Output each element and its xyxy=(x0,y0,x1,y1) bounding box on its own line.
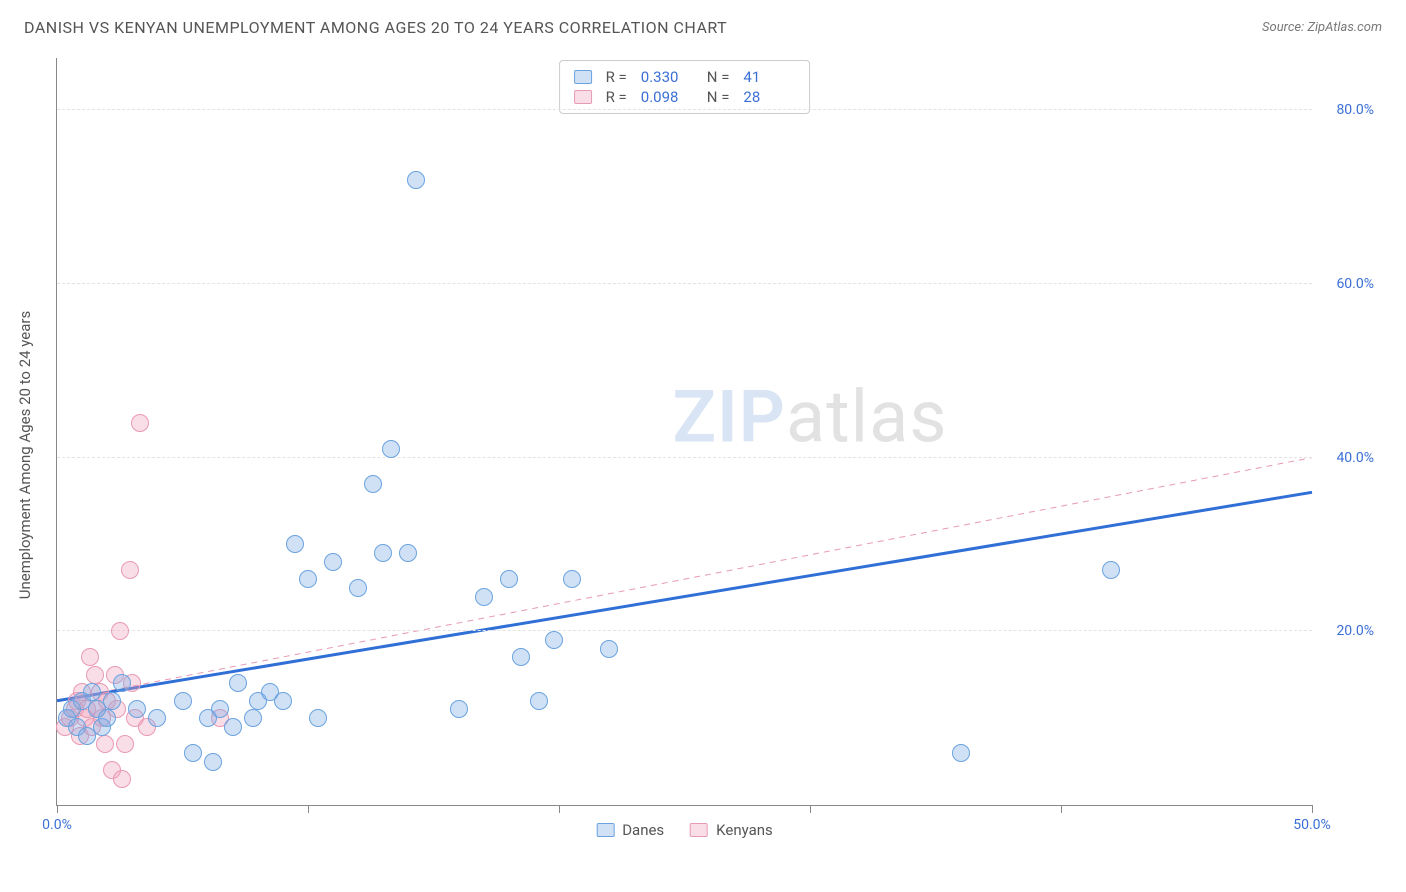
data-point-danes xyxy=(374,544,392,562)
legend-label-kenyans: Kenyans xyxy=(716,821,773,839)
stat-r-label: R = xyxy=(606,88,627,106)
data-point-danes xyxy=(364,475,382,493)
regression-svg xyxy=(57,58,1312,805)
x-tick-label: 50.0% xyxy=(1293,817,1331,833)
gridline-h xyxy=(57,630,1312,631)
data-point-danes xyxy=(299,570,317,588)
data-point-kenyans xyxy=(81,648,99,666)
data-point-danes xyxy=(500,570,518,588)
data-point-danes xyxy=(512,648,530,666)
data-point-danes xyxy=(399,544,417,562)
data-point-danes xyxy=(600,640,618,658)
data-point-danes xyxy=(184,744,202,762)
data-point-danes xyxy=(382,440,400,458)
data-point-danes xyxy=(148,709,166,727)
legend-item-danes: Danes xyxy=(596,821,664,839)
stat-r-danes: 0.330 xyxy=(641,68,693,86)
data-point-danes xyxy=(274,692,292,710)
data-point-kenyans xyxy=(116,735,134,753)
data-point-danes xyxy=(113,674,131,692)
data-point-danes xyxy=(475,588,493,606)
source-name: ZipAtlas.com xyxy=(1307,20,1382,35)
plot-area: ZIPatlas R = 0.330 N = 41 R = 0.098 N = … xyxy=(56,58,1312,806)
swatch-danes xyxy=(574,70,592,84)
swatch-kenyans xyxy=(574,90,592,104)
watermark-brand-b: atlas xyxy=(786,374,948,459)
y-tick-label: 20.0% xyxy=(1336,623,1374,639)
data-point-danes xyxy=(450,700,468,718)
data-point-danes xyxy=(407,171,425,189)
stat-n-label: N = xyxy=(707,68,730,86)
data-point-danes xyxy=(309,709,327,727)
page-title: DANISH VS KENYAN UNEMPLOYMENT AMONG AGES… xyxy=(24,18,727,37)
data-point-kenyans xyxy=(131,414,149,432)
data-point-danes xyxy=(224,718,242,736)
data-point-danes xyxy=(286,535,304,553)
x-tick xyxy=(308,805,309,813)
legend: Danes Kenyans xyxy=(596,821,773,839)
stats-row-kenyans: R = 0.098 N = 28 xyxy=(574,87,796,107)
data-point-danes xyxy=(229,674,247,692)
data-point-danes xyxy=(1102,561,1120,579)
data-point-danes xyxy=(98,709,116,727)
data-point-danes xyxy=(128,700,146,718)
x-tick xyxy=(559,805,560,813)
data-point-danes xyxy=(545,631,563,649)
gridline-h xyxy=(57,283,1312,284)
y-tick-label: 80.0% xyxy=(1336,102,1374,118)
regression-line-kenyans xyxy=(57,458,1312,701)
x-tick xyxy=(1061,805,1062,813)
data-point-danes xyxy=(244,709,262,727)
data-point-danes xyxy=(103,692,121,710)
gridline-h xyxy=(57,109,1312,110)
gridline-h xyxy=(57,457,1312,458)
stat-r-label: R = xyxy=(606,68,627,86)
x-tick xyxy=(810,805,811,813)
chart-container: Unemployment Among Ages 20 to 24 years Z… xyxy=(56,58,1382,852)
data-point-kenyans xyxy=(121,561,139,579)
x-tick-label: 0.0% xyxy=(42,817,72,833)
data-point-kenyans xyxy=(96,735,114,753)
x-tick xyxy=(1312,805,1313,813)
legend-label-danes: Danes xyxy=(622,821,664,839)
y-tick-label: 60.0% xyxy=(1336,276,1374,292)
source-label: Source: xyxy=(1262,20,1307,35)
y-axis-label-wrap: Unemployment Among Ages 20 to 24 years xyxy=(10,58,40,852)
data-point-danes xyxy=(530,692,548,710)
legend-swatch-danes xyxy=(596,823,614,837)
data-point-kenyans xyxy=(111,622,129,640)
stat-n-label: N = xyxy=(707,88,730,106)
data-point-danes xyxy=(174,692,192,710)
legend-swatch-kenyans xyxy=(690,823,708,837)
legend-item-kenyans: Kenyans xyxy=(690,821,773,839)
watermark: ZIPatlas xyxy=(672,374,947,459)
source-attribution: Source: ZipAtlas.com xyxy=(1262,20,1382,35)
data-point-danes xyxy=(349,579,367,597)
data-point-danes xyxy=(211,700,229,718)
data-point-danes xyxy=(204,753,222,771)
y-tick-label: 40.0% xyxy=(1336,450,1374,466)
watermark-brand-a: ZIP xyxy=(672,374,785,459)
data-point-kenyans xyxy=(113,770,131,788)
y-axis-label: Unemployment Among Ages 20 to 24 years xyxy=(16,311,34,599)
stat-n-kenyans: 28 xyxy=(743,88,795,106)
data-point-danes xyxy=(83,683,101,701)
data-point-danes xyxy=(952,744,970,762)
data-point-danes xyxy=(563,570,581,588)
x-tick xyxy=(57,805,58,813)
stat-n-danes: 41 xyxy=(743,68,795,86)
data-point-danes xyxy=(324,553,342,571)
data-point-kenyans xyxy=(86,666,104,684)
stat-r-kenyans: 0.098 xyxy=(641,88,693,106)
stats-row-danes: R = 0.330 N = 41 xyxy=(574,67,796,87)
stats-box: R = 0.330 N = 41 R = 0.098 N = 28 xyxy=(559,60,811,114)
regression-line-danes xyxy=(57,492,1312,700)
